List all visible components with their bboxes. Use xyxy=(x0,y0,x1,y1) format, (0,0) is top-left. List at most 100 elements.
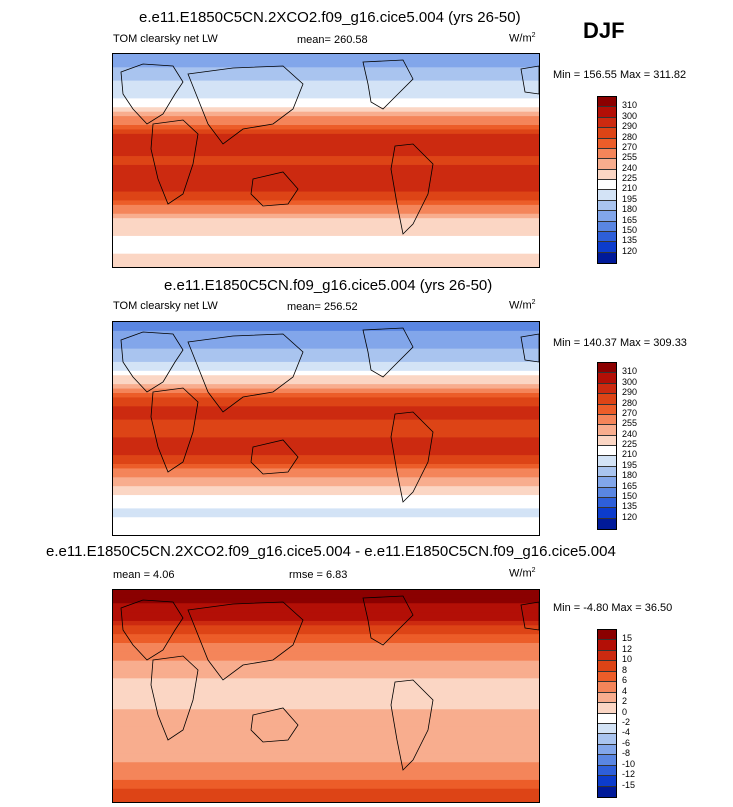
colorbar-tick-label: 240 xyxy=(622,428,638,439)
colorbar-box xyxy=(598,97,616,108)
colorbar-tick-label: 280 xyxy=(622,131,638,142)
panel-1-variable: TOM clearsky net LW xyxy=(113,33,218,45)
colorbar-box xyxy=(598,383,616,395)
coastline xyxy=(250,171,299,207)
colorbar-box xyxy=(598,765,616,777)
panel-2-field xyxy=(113,322,539,535)
colorbar-tick-label: 210 xyxy=(622,449,638,460)
colorbar-box xyxy=(598,640,616,651)
field-band xyxy=(113,249,539,255)
field-band xyxy=(113,508,539,514)
colorbar-box xyxy=(598,231,616,243)
field-band xyxy=(113,147,539,153)
field-band xyxy=(113,673,539,679)
field-band xyxy=(113,647,539,653)
colorbar-box xyxy=(598,425,616,436)
field-band xyxy=(113,80,539,86)
field-band xyxy=(113,222,539,228)
colorbar-tick-label: 195 xyxy=(622,459,638,470)
coastline xyxy=(250,707,299,743)
field-band xyxy=(113,406,539,412)
field-band xyxy=(113,393,539,399)
panel-3-map xyxy=(112,589,540,803)
field-band xyxy=(113,209,539,215)
field-band xyxy=(113,643,539,649)
field-band xyxy=(113,753,539,759)
field-band xyxy=(113,718,539,724)
colorbar-tick-label: 255 xyxy=(622,418,638,429)
colorbar-tick-label: 120 xyxy=(622,511,638,522)
panel-3-units: W/m2 xyxy=(509,567,536,580)
colorbar-box xyxy=(598,508,616,519)
field-band xyxy=(113,517,539,523)
field-band xyxy=(113,766,539,772)
field-band xyxy=(113,481,539,487)
field-band xyxy=(113,196,539,202)
colorbar-tick-label: 280 xyxy=(622,397,638,408)
field-band xyxy=(113,322,539,328)
coastline xyxy=(390,143,434,235)
field-band xyxy=(113,446,539,452)
colorbar-box xyxy=(598,477,616,488)
field-band xyxy=(113,744,539,750)
field-band xyxy=(113,388,539,394)
field-band xyxy=(113,735,539,741)
field-band xyxy=(113,468,539,474)
colorbar-box xyxy=(598,744,616,756)
coastline xyxy=(362,327,414,378)
field-band xyxy=(113,779,539,785)
panel-2-colorbar xyxy=(597,362,617,530)
coastline xyxy=(520,65,539,95)
field-band xyxy=(113,67,539,73)
coastline xyxy=(120,63,184,125)
field-band xyxy=(113,89,539,95)
coastline xyxy=(520,333,539,363)
field-band xyxy=(113,339,539,345)
colorbar-tick-label: 8 xyxy=(622,664,628,675)
field-band xyxy=(113,330,539,336)
field-band xyxy=(113,625,539,631)
field-band xyxy=(113,116,539,122)
colorbar-box xyxy=(598,414,616,426)
field-band xyxy=(113,366,539,372)
colorbar-tick-label: 10 xyxy=(622,654,633,665)
field-band xyxy=(113,111,539,117)
colorbar-box xyxy=(598,128,616,139)
colorbar-box xyxy=(598,159,616,170)
panel-1-colorbar xyxy=(597,96,617,264)
field-band xyxy=(113,98,539,104)
field-band xyxy=(113,775,539,781)
panel-1-field xyxy=(113,54,539,267)
colorbar-tick-label: -6 xyxy=(622,737,631,748)
season-label: DJF xyxy=(583,18,625,43)
coastline xyxy=(362,595,414,646)
coastline xyxy=(520,601,539,631)
field-band xyxy=(113,464,539,470)
colorbar-tick-label: 290 xyxy=(622,121,638,132)
colorbar-box xyxy=(598,107,616,118)
field-band xyxy=(113,120,539,126)
field-band xyxy=(113,651,539,657)
field-band xyxy=(113,424,539,430)
coastline xyxy=(250,439,299,475)
colorbar-tick-label: 150 xyxy=(622,224,638,235)
colorbar-box xyxy=(598,169,616,180)
field-band xyxy=(113,384,539,390)
field-band xyxy=(113,499,539,505)
panel-3-rmse: rmse = 6.83 xyxy=(289,569,348,581)
panel-3-title: e.e11.E1850C5CN.2XCO2.f09_g16.cice5.004 … xyxy=(46,543,616,560)
field-band xyxy=(113,62,539,68)
coastline xyxy=(390,411,434,503)
colorbar-box xyxy=(598,630,616,641)
colorbar-tick-label: 270 xyxy=(622,407,638,418)
coastline xyxy=(187,601,304,681)
colorbar-tick-label: 180 xyxy=(622,470,638,481)
field-band xyxy=(113,93,539,99)
panel-3-minmax: Min = -4.80 Max = 36.50 xyxy=(553,602,673,614)
field-band xyxy=(113,682,539,688)
coastline xyxy=(150,119,199,205)
field-band xyxy=(113,441,539,447)
field-band xyxy=(113,71,539,77)
field-band xyxy=(113,142,539,148)
colorbar-tick-label: 150 xyxy=(622,490,638,501)
